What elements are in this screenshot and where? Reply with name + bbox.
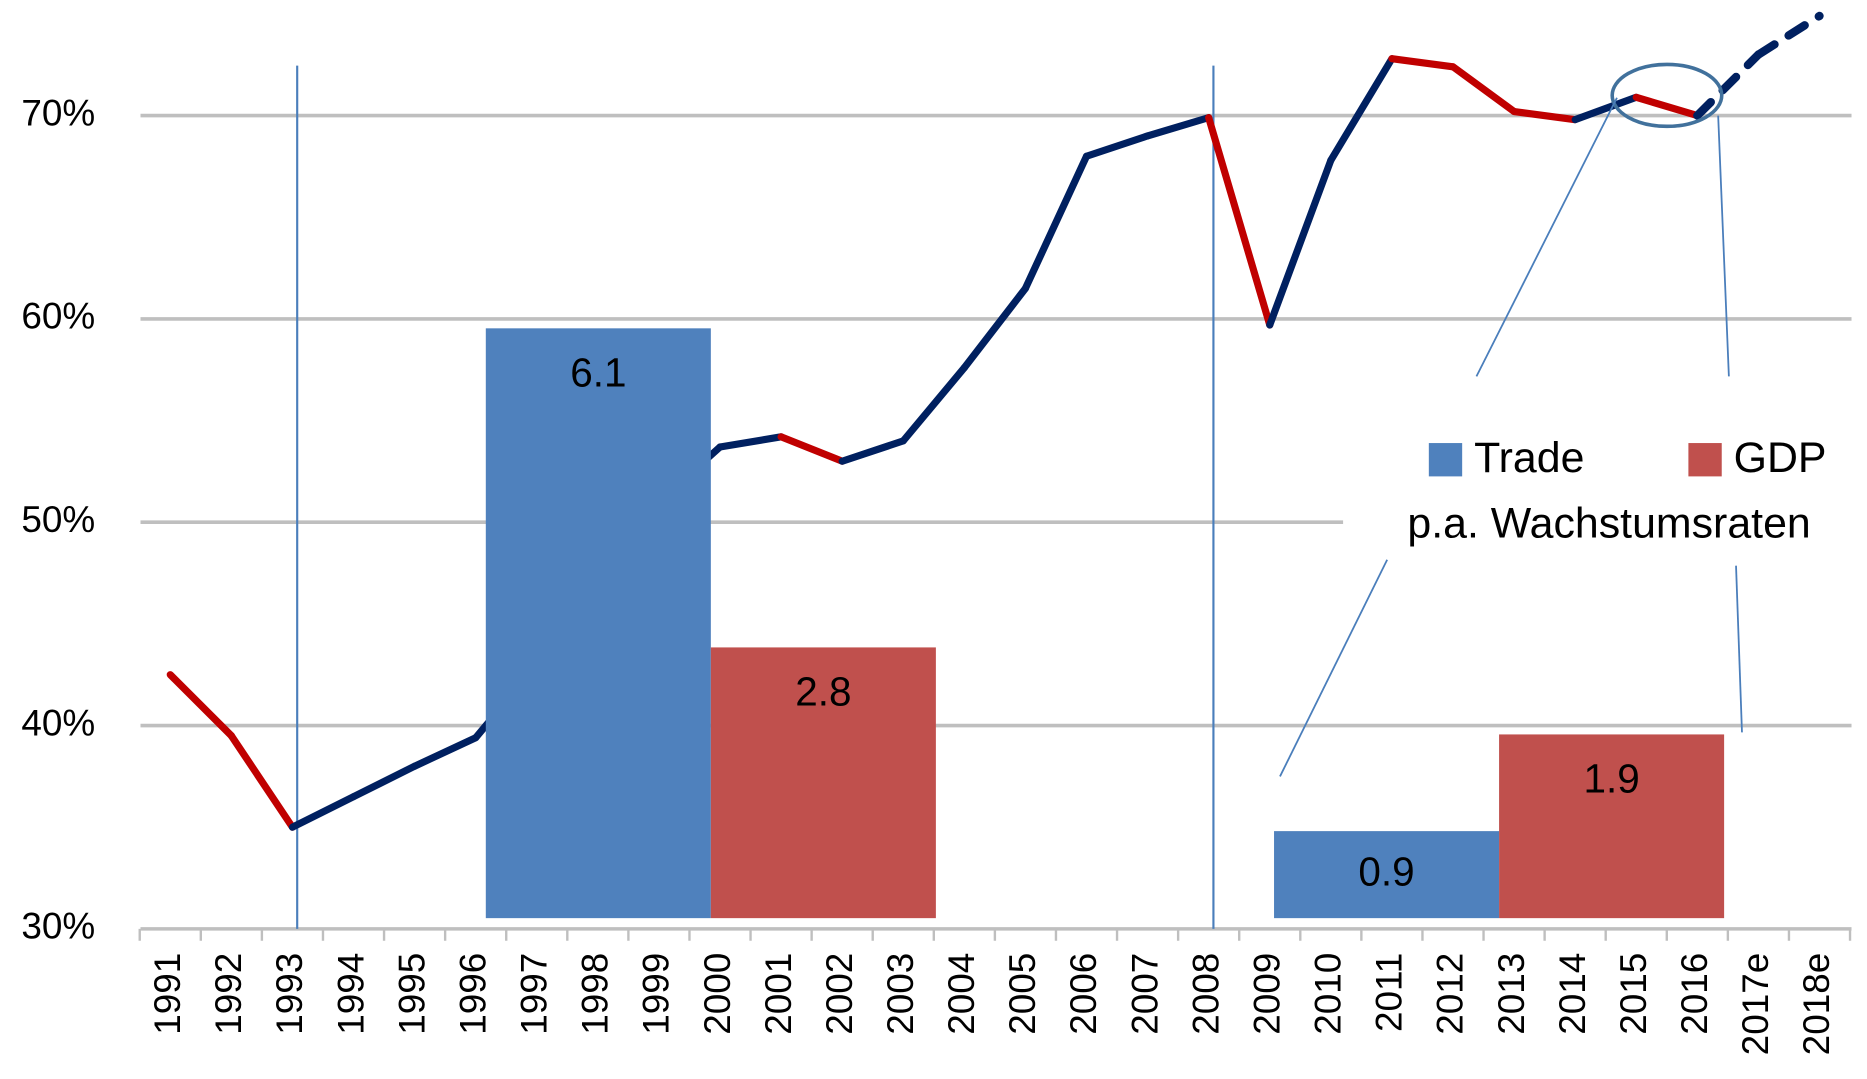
x-tick-label: 1991 [147,953,188,1035]
x-tick-label: 2002 [819,953,860,1035]
y-tick-label: 50% [21,499,95,540]
line-segment [1327,55,1396,164]
line-segment [227,732,297,831]
line-segment [1144,114,1213,140]
line-segment [288,793,358,831]
x-tick-label: 1995 [391,953,432,1035]
legend-background [1343,416,1867,560]
bar [1499,734,1725,919]
x-tick-label: 1993 [269,953,310,1035]
bar [485,328,711,919]
line-segment [1693,50,1763,120]
highlight-ellipse [1610,62,1724,129]
y-tick-label: 30% [21,906,95,947]
line-segment [1510,107,1579,124]
line-segment [1754,11,1824,59]
x-tick-label: 2010 [1308,953,1349,1035]
line-segment [1082,132,1152,160]
legend-label: GDP [1734,434,1827,482]
bar-value-label: 6.1 [570,350,626,396]
bar-value-label: 2.8 [795,669,851,715]
x-tick-label: 2013 [1491,953,1532,1035]
line-segment [716,433,785,451]
x-tick-label: 2005 [1002,953,1043,1035]
line-segment [349,762,419,801]
x-tick-label: 2008 [1185,953,1226,1035]
legend-swatch [1428,443,1463,477]
x-tick-label: 2000 [697,953,738,1035]
x-tick-label: 2015 [1613,953,1654,1035]
line-segment [838,437,907,465]
x-tick-label: 2014 [1552,953,1593,1035]
x-tick-label: 2012 [1430,953,1471,1035]
x-tick-label: 2017e [1735,953,1776,1056]
line-segment [411,734,480,770]
x-tick-label: 1997 [514,953,555,1035]
x-tick-label: 2004 [941,953,982,1035]
legend-swatch [1688,443,1722,477]
line-segment [1388,55,1457,71]
callout-line [1717,115,1730,377]
x-tick-label: 1999 [636,953,677,1035]
callout-line [1279,559,1388,777]
bar [710,647,936,919]
line-segment [166,671,235,740]
bar-value-label: 1.9 [1583,756,1639,802]
line-segment [1449,63,1518,116]
x-tick-label: 2001 [758,953,799,1035]
line-segment [1632,93,1701,120]
line-segment [1571,93,1640,124]
bar-value-label: 0.9 [1358,848,1414,894]
x-tick-label: 1992 [208,953,249,1035]
annotation: p.a. Wachstumsraten [1407,500,1810,548]
x-tick-label: 2007 [1124,953,1165,1035]
x-tick-label: 2009 [1247,953,1288,1035]
x-tick-label: 2016 [1674,953,1715,1035]
x-tick-label: 2003 [880,953,921,1035]
x-tick-label: 2006 [1063,953,1104,1035]
line-segment [899,364,968,445]
bar [1274,831,1500,919]
x-tick-label: 1998 [575,953,616,1035]
legend-label: Trade [1474,434,1584,482]
y-tick-label: 70% [21,92,95,133]
line-segment [1266,156,1335,329]
x-tick-label: 2011 [1369,953,1410,1032]
line-segment [960,284,1029,372]
x-tick-label: 1996 [452,953,493,1035]
y-tick-label: 60% [21,296,95,337]
line-segment [1205,114,1274,329]
line-segment [1021,152,1091,292]
callout-line [1475,97,1618,377]
x-tick-label: 2018e [1796,953,1837,1056]
x-tick-label: 1994 [330,953,371,1035]
y-tick-label: 40% [21,702,95,743]
line-segment [777,433,846,465]
callout-line [1735,565,1743,733]
